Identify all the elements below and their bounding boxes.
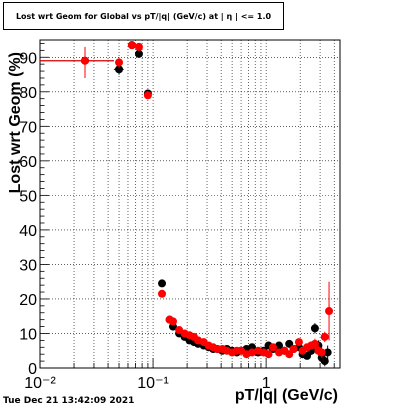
data-point-red xyxy=(310,339,319,348)
data-point-red xyxy=(158,289,167,298)
plot-frame xyxy=(39,39,341,369)
data-point-red xyxy=(289,345,298,354)
data-point-red xyxy=(294,338,303,347)
y-tick-label: 40 xyxy=(19,223,37,240)
data-point-red xyxy=(134,42,143,51)
data-point-red xyxy=(127,41,136,50)
data-point-red xyxy=(269,343,278,352)
data-point-black xyxy=(323,348,332,357)
data-point-red xyxy=(248,348,257,357)
data-point-red xyxy=(320,332,329,341)
y-tick-label: 80 xyxy=(19,85,37,102)
y-tick-label: 30 xyxy=(19,257,37,274)
x-tick-label: 10⁻² xyxy=(24,375,56,392)
y-tick-label: 0 xyxy=(28,361,37,378)
y-tick-label: 60 xyxy=(19,154,37,171)
y-tick-label: 20 xyxy=(19,292,37,309)
y-axis-title: Lost wrt Geom (%) xyxy=(7,52,24,193)
data-point-red xyxy=(264,350,273,359)
data-point-red xyxy=(168,317,177,326)
data-point-black xyxy=(310,324,319,333)
y-tick-label: 50 xyxy=(19,188,37,205)
x-axis-title: pT/|q| (GeV/c) xyxy=(235,387,338,404)
timestamp-label: Tue Dec 21 13:42:09 2021 xyxy=(3,396,135,406)
data-point-red xyxy=(143,91,152,100)
x-tick-label: 10⁻¹ xyxy=(137,375,169,392)
data-point-black xyxy=(134,49,143,58)
data-point-red xyxy=(115,58,124,67)
series-red-group xyxy=(40,41,334,359)
x-tick-label: 1 xyxy=(262,375,271,392)
data-point-black xyxy=(158,279,167,288)
data-point-red xyxy=(317,348,326,357)
chart-title: Lost wrt Geom for Global vs pT/|q| (GeV/… xyxy=(3,2,284,30)
data-point-black xyxy=(320,357,329,366)
y-tick-label: 10 xyxy=(19,326,37,343)
y-tick-label: 70 xyxy=(19,119,37,136)
y-tick-label: 90 xyxy=(19,50,37,67)
data-point-black xyxy=(275,341,284,350)
